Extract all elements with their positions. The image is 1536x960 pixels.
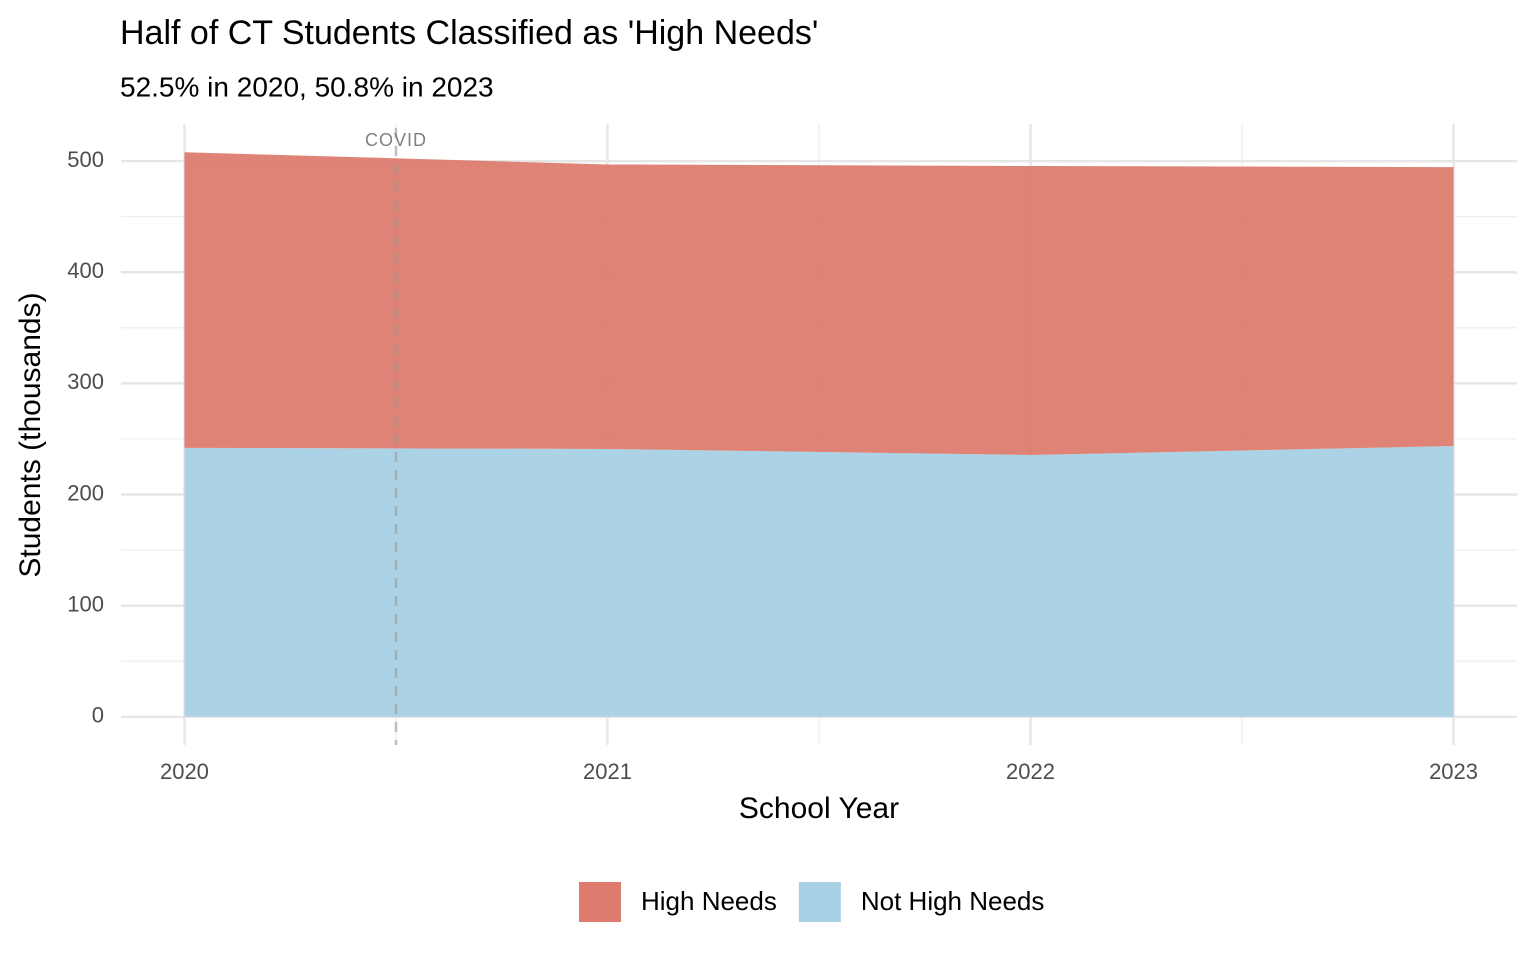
legend-swatch [798,882,841,922]
chart-title: Half of CT Students Classified as 'High … [120,14,818,52]
y-tick-label: 200 [67,480,104,505]
legend-label: Not High Needs [861,886,1045,916]
area [184,152,1454,455]
legend-swatch [579,882,621,922]
y-tick-label: 500 [67,147,104,172]
x-tick-label: 2020 [160,759,209,784]
x-tick-label: 2021 [583,759,632,784]
y-tick-label: 0 [92,703,104,728]
y-axis-title: Students (thousands) [14,292,47,577]
x-tick-label: 2023 [1429,759,1478,784]
legend-label: High Needs [641,886,777,916]
y-tick-label: 400 [67,258,104,283]
x-tick-label: 2022 [1006,759,1055,784]
y-tick-label: 100 [67,591,104,616]
annotation-label: COVID [365,130,427,150]
chart-subtitle: 52.5% in 2020, 50.8% in 2023 [120,71,494,102]
area [184,446,1454,717]
y-tick-label: 300 [67,369,104,394]
x-axis-title: School Year [739,792,899,825]
